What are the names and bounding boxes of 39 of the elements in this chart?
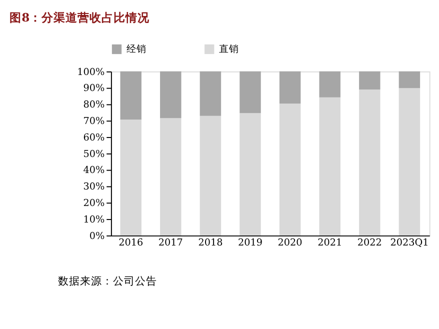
bar [319, 97, 340, 236]
x-tick-label: 2021 [318, 238, 342, 249]
bar [160, 118, 182, 236]
y-tick-label: 100% [77, 66, 105, 78]
y-tick-label: 30% [83, 182, 105, 193]
bar [359, 89, 380, 236]
y-tick-label: 60% [83, 132, 105, 144]
y-tick-label: 70% [83, 116, 105, 128]
y-tick-label: 90% [83, 83, 105, 94]
x-tick-label: 2017 [158, 238, 183, 249]
legend-label: 经销 [126, 43, 146, 56]
y-tick-label: 20% [83, 198, 105, 210]
bar [319, 71, 340, 98]
x-tick-label: 2022 [357, 238, 382, 249]
x-tick-label: 2016 [118, 238, 144, 249]
bar [398, 71, 420, 88]
bar [279, 104, 301, 236]
bar [240, 113, 261, 236]
x-tick-label: 2023Q1 [390, 238, 429, 249]
bar [359, 71, 380, 90]
bar [398, 88, 420, 236]
y-tick-label: 10% [83, 214, 105, 226]
y-tick-label: 80% [83, 100, 105, 111]
bar [279, 71, 301, 104]
bar [120, 120, 142, 236]
legend-label: 直销 [219, 43, 240, 56]
chart-title: 图8：分渠道营收占比情况 [10, 10, 151, 24]
x-tick-label: 2018 [198, 238, 223, 249]
x-tick-label: 2020 [278, 238, 302, 249]
y-tick-label: 0% [89, 230, 105, 242]
bar [200, 116, 222, 236]
y-tick-label: 50% [83, 148, 105, 160]
bar [120, 71, 142, 120]
x-tick-label: 2019 [238, 238, 263, 249]
bar [160, 71, 182, 118]
bar [200, 71, 222, 116]
y-tick-label: 40% [83, 165, 105, 176]
bar [240, 71, 261, 114]
source-note: 数据来源：公司公告 [58, 274, 157, 288]
